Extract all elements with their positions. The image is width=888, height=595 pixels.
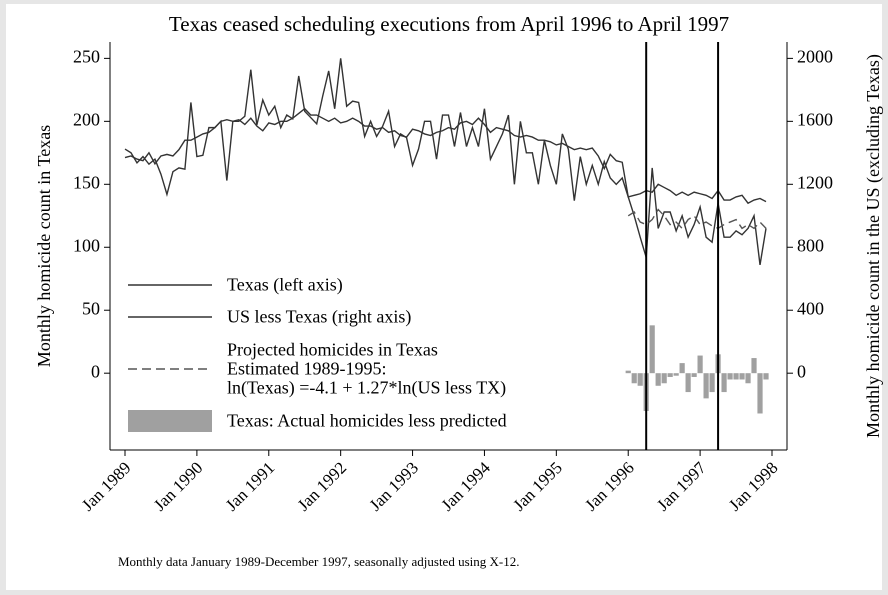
note: Monthly data January 1989-December 1997,…	[118, 554, 519, 569]
y-tick-label: 250	[73, 46, 100, 66]
panel	[6, 4, 882, 590]
y-tick-label: 0	[91, 361, 100, 381]
bar	[703, 373, 709, 399]
y2-tick-label: 800	[797, 235, 824, 255]
bar	[631, 373, 637, 384]
line	[627, 208, 767, 230]
bar	[709, 373, 715, 393]
bar	[733, 373, 739, 380]
bar	[745, 373, 751, 384]
bar	[685, 373, 691, 393]
line	[124, 107, 767, 205]
bar	[751, 358, 757, 374]
bar	[667, 373, 673, 377]
bar	[661, 373, 667, 384]
bar	[649, 325, 655, 374]
line	[124, 58, 767, 266]
y2-tick-label: 400	[797, 298, 824, 318]
y-tick-label: 100	[73, 235, 100, 255]
legend-label: US less Texas (right axis)	[227, 306, 412, 327]
bar	[637, 373, 643, 386]
y2-tick-label: 1200	[797, 172, 833, 192]
bar	[679, 363, 685, 374]
y-tick-label: 200	[73, 109, 100, 129]
bar	[727, 373, 733, 380]
bar	[697, 355, 703, 374]
y2-tick-label: 2000	[797, 46, 833, 66]
legend-label: Projected homicides in Texas Estimated 1…	[227, 339, 507, 398]
bar	[655, 373, 661, 386]
legend-swatch	[128, 410, 212, 432]
y2-tick-label: 0	[797, 361, 806, 381]
y2-tick-label: 1600	[797, 109, 833, 129]
bar	[739, 373, 745, 380]
chart-title: Texas ceased scheduling executions from …	[169, 12, 729, 36]
bar	[673, 373, 679, 376]
bar	[763, 373, 769, 380]
y-tick-label: 150	[73, 172, 100, 192]
y-tick-label: 50	[82, 298, 100, 318]
bar	[691, 373, 697, 377]
legend-label: Texas (left axis)	[227, 274, 343, 295]
y2-axis-label: Monthly homicide count in the US (exclud…	[863, 54, 884, 438]
bar	[625, 370, 631, 374]
legend-label: Texas: Actual homicides less predicted	[227, 410, 507, 431]
bar	[721, 373, 727, 393]
y-axis-label: Monthly homicide count in Texas	[34, 125, 54, 367]
bar	[757, 373, 763, 414]
